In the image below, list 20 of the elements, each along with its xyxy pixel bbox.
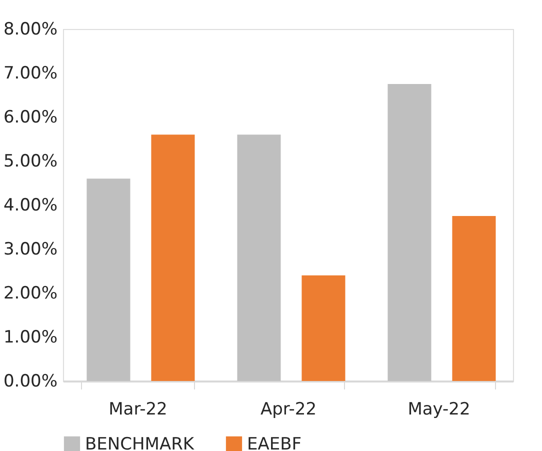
y-tick-label: 1.00% — [3, 328, 58, 348]
bar — [452, 216, 496, 381]
y-tick-label: 7.00% — [3, 64, 58, 84]
x-tick-label: Apr-22 — [260, 400, 317, 420]
legend-label: EAEBF — [247, 434, 302, 451]
y-tick-label: 8.00% — [3, 20, 58, 40]
y-tick-label: 6.00% — [3, 108, 58, 128]
x-tick-label: Mar-22 — [108, 400, 168, 420]
y-tick-label: 0.00% — [3, 372, 58, 392]
bar — [151, 134, 195, 381]
bar — [302, 275, 346, 381]
y-tick-label: 2.00% — [3, 284, 58, 304]
y-tick-label: 4.00% — [3, 196, 58, 216]
bar — [237, 134, 281, 381]
x-tick-label: May-22 — [408, 400, 470, 420]
legend-label: BENCHMARK — [85, 434, 195, 451]
y-tick-label: 3.00% — [3, 240, 58, 260]
y-tick-label: 5.00% — [3, 152, 58, 172]
bar — [388, 84, 432, 381]
bar — [86, 178, 130, 381]
